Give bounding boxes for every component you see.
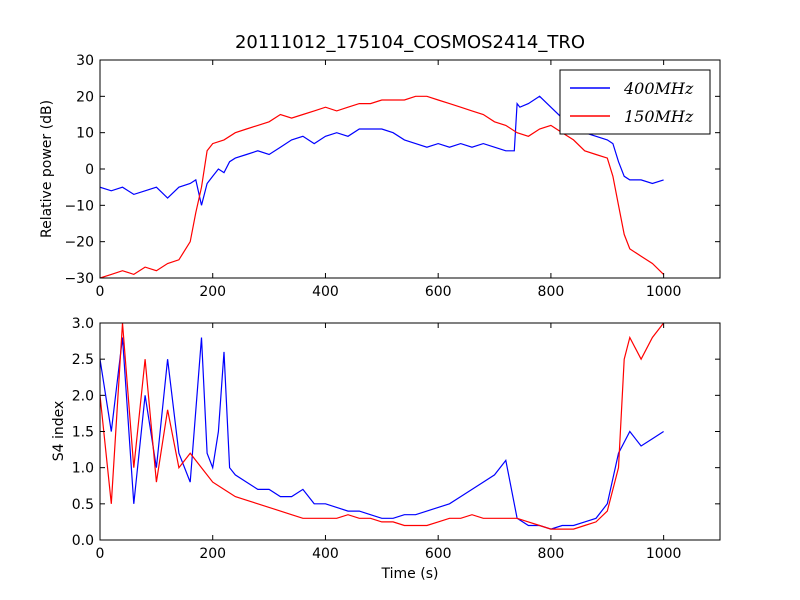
power-y-axis-label: Relative power (dB) [39,100,55,238]
s4-series-400mhz [100,337,664,530]
s4-x-tick-label: 400 [312,546,339,562]
power-panel: 0 200 400 600 800 1000 −30 −20 −10 0 10 20 30 Relat… [39,53,721,300]
power-x-tick-label: 1000 [646,284,682,300]
power-y-tick-label: 30 [76,53,94,69]
s4-x-tick-label: 200 [199,546,226,562]
power-y-tick-label: 0 [85,162,94,178]
s4-y-tick-label: 2.5 [72,352,94,368]
power-x-tick-label: 0 [96,284,105,300]
s4-x-tick-label: 800 [538,546,565,562]
power-x-tick-label: 600 [425,284,452,300]
s4-y-tick-label: 1.0 [72,461,94,477]
s4-y-tick-label: 2.0 [72,388,94,404]
s4-y-axis-label: S4 index [51,401,67,462]
s4-y-tick-label: 1.5 [72,425,94,441]
s4-x-tick-label: 600 [425,546,452,562]
power-y-tick-label: −20 [64,235,94,251]
legend-label-150mhz: 150MHz [624,107,694,126]
s4-y-tick-label: 0.5 [72,497,94,513]
power-x-tick-label: 400 [312,284,339,300]
s4-panel: 0 200 400 600 800 1000 0.00.51.01.52.02.53.0 … [51,316,721,582]
s4-x-tick-label: 1000 [646,546,682,562]
x-axis-label: Time (s) [381,566,439,582]
s4-series-150mhz [100,323,665,530]
power-x-tick-label: 200 [199,284,226,300]
legend-label-400mhz: 400MHz [623,79,694,98]
s4-y-tick-label: 3.0 [72,316,94,332]
chart-title: 20111012_175104_COSMOS2414_TRO [235,32,585,53]
legend: 400MHz 150MHz [559,69,711,135]
power-y-tick-label: −30 [64,271,94,287]
power-y-tick-label: −10 [64,198,94,214]
power-series-150mhz [100,95,665,278]
s4-x-tick-label: 0 [96,546,105,562]
legend-box [559,69,711,135]
power-x-tick-label: 800 [538,284,565,300]
s4-y-tick-label: 0.0 [72,533,94,549]
power-y-tick-label: 20 [76,89,94,105]
power-y-tick-label: 10 [76,126,94,142]
